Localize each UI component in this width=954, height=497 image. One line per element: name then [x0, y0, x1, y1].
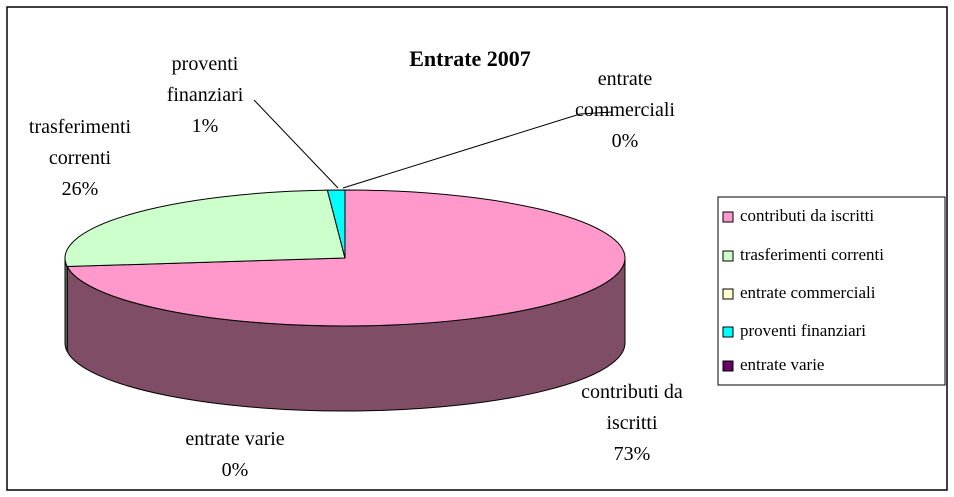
data-label-name: trasferimenti correnti — [28, 116, 132, 169]
leader-line — [253, 99, 339, 189]
legend-swatch — [722, 211, 734, 223]
data-label-value: 26% — [61, 178, 99, 200]
legend-label: entrate commerciali — [740, 283, 876, 302]
slice — [64, 189, 346, 268]
data-label-name: entrate commerciali — [575, 68, 675, 121]
legend-label: entrate varie — [740, 355, 825, 374]
data-label-value: 1% — [191, 115, 219, 137]
data-label: entrate varie 0% — [145, 424, 325, 486]
legend-swatch — [722, 326, 734, 338]
legend-swatch — [722, 288, 734, 300]
data-label-name: proventi finanziari — [166, 53, 244, 106]
data-label-value: 0% — [611, 130, 639, 152]
data-label-value: 73% — [613, 443, 651, 465]
data-label: trasferimenti correnti 26% — [10, 112, 150, 205]
data-label: entrate commerciali 0% — [560, 64, 690, 157]
slice-side — [64, 257, 68, 352]
data-label: proventi finanziari 1% — [145, 49, 265, 142]
legend-swatch — [722, 250, 734, 262]
data-label: contributi da iscritti 73% — [572, 377, 692, 470]
slice — [66, 189, 626, 327]
leader-line — [342, 111, 613, 189]
data-label-value: 0% — [221, 459, 249, 481]
data-label-name: contributi da iscritti — [581, 381, 683, 434]
data-label-name: entrate varie — [185, 428, 285, 450]
legend-label: contributi da iscritti — [740, 206, 875, 225]
chart-title: Entrate 2007 — [409, 46, 531, 71]
legend-label: trasferimenti correnti — [740, 245, 884, 264]
legend-label: proventi finanziari — [740, 321, 867, 340]
legend-swatch — [722, 360, 734, 372]
legend-box — [717, 196, 946, 386]
